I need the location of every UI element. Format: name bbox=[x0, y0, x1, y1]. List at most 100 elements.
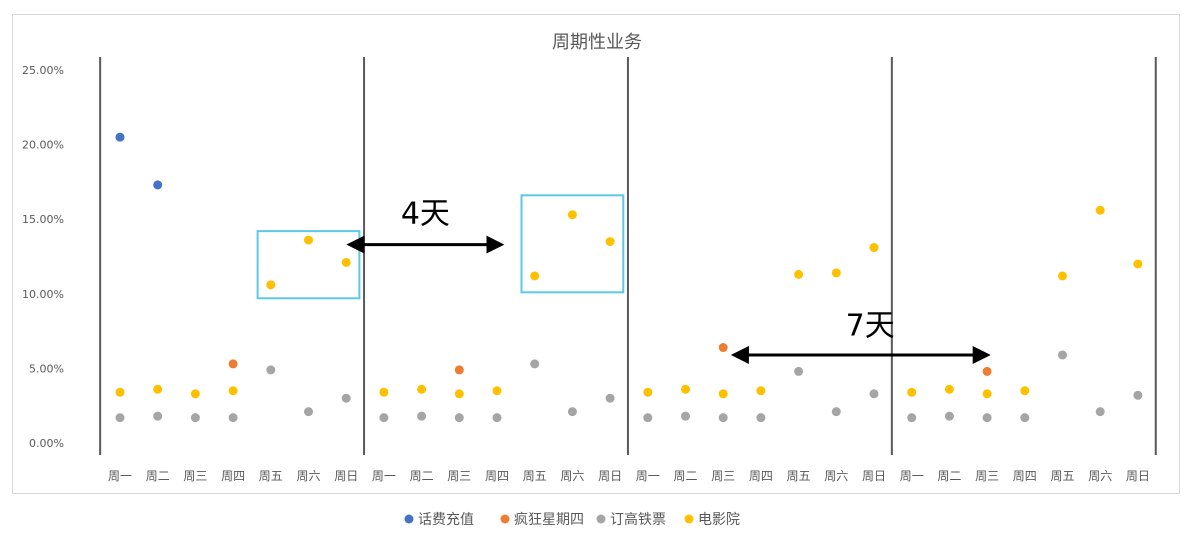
y-tick-label: 20.00% bbox=[22, 139, 64, 152]
data-point bbox=[944, 411, 954, 421]
week-separators bbox=[99, 57, 1157, 455]
data-point bbox=[718, 413, 728, 423]
annotations: 4天 7天 bbox=[346, 197, 991, 364]
x-tick-label: 周三 bbox=[447, 469, 471, 483]
x-tick-label: 周日 bbox=[334, 469, 358, 483]
data-point bbox=[115, 132, 125, 142]
data-point bbox=[982, 366, 992, 376]
annotation-label: 7天 bbox=[846, 309, 895, 344]
x-tick-label: 周五 bbox=[523, 469, 547, 483]
data-point bbox=[454, 365, 464, 375]
data-point bbox=[681, 384, 690, 394]
data-point bbox=[228, 386, 238, 396]
data-point bbox=[454, 389, 464, 399]
data-point bbox=[982, 413, 992, 423]
data-point bbox=[869, 389, 879, 399]
data-point bbox=[417, 384, 427, 394]
data-point bbox=[454, 413, 464, 423]
data-point bbox=[1133, 390, 1143, 400]
data-point bbox=[869, 243, 879, 253]
highlight-box bbox=[256, 230, 361, 300]
legend-label: 电影院 bbox=[698, 512, 740, 528]
data-point bbox=[567, 210, 577, 220]
data-point bbox=[530, 271, 540, 281]
x-tick-label: 周四 bbox=[1013, 469, 1037, 483]
data-point bbox=[643, 413, 653, 423]
data-point bbox=[379, 413, 389, 423]
data-point bbox=[756, 413, 766, 423]
x-tick-label: 周一 bbox=[108, 469, 132, 483]
data-point bbox=[1020, 413, 1030, 423]
x-tick-label: 周一 bbox=[900, 469, 924, 483]
data-point bbox=[944, 384, 954, 394]
data-point bbox=[718, 389, 728, 399]
x-tick-label: 周四 bbox=[749, 469, 773, 483]
data-point bbox=[115, 413, 125, 423]
y-tick-label: 10.00% bbox=[22, 288, 64, 301]
x-tick-label: 周二 bbox=[146, 469, 170, 483]
data-point bbox=[228, 359, 238, 369]
data-point bbox=[266, 280, 276, 290]
data-point bbox=[266, 365, 276, 375]
data-point bbox=[643, 387, 653, 397]
legend-label: 疯狂星期四 bbox=[514, 512, 584, 528]
legend-label: 订高铁票 bbox=[610, 511, 666, 528]
legend-marker bbox=[684, 514, 694, 524]
x-tick-label: 周六 bbox=[560, 469, 584, 483]
data-point bbox=[1058, 271, 1067, 281]
data-point bbox=[907, 413, 917, 423]
data-point bbox=[153, 411, 163, 421]
x-tick-label: 周五 bbox=[787, 469, 811, 483]
legend-label: 话费充值 bbox=[418, 512, 474, 528]
data-point bbox=[190, 389, 200, 399]
x-tick-label: 周三 bbox=[183, 469, 207, 483]
legend-marker bbox=[596, 514, 606, 524]
data-point bbox=[1095, 205, 1105, 215]
x-tick-label: 周五 bbox=[259, 469, 283, 483]
y-tick-label: 15.00% bbox=[22, 213, 64, 226]
data-point bbox=[982, 389, 992, 399]
y-tick-label: 0.00% bbox=[29, 437, 64, 450]
y-axis: 0.00% 5.00% 10.00% 15.00% 20.00% 25.00% bbox=[22, 64, 64, 450]
x-tick-label: 周六 bbox=[296, 469, 320, 483]
x-axis: 周一 周二 周三 周四 周五 周六 周日 周一 周二 周三 周四 周五 周六 周日 周一 周二 周三 周四 周五 周六… bbox=[108, 469, 1150, 483]
x-tick-label: 周日 bbox=[598, 469, 622, 483]
data-point bbox=[681, 411, 690, 421]
x-tick-label: 周五 bbox=[1050, 469, 1074, 483]
x-tick-label: 周四 bbox=[221, 469, 245, 483]
x-tick-label: 周二 bbox=[937, 469, 961, 483]
data-point bbox=[153, 384, 163, 394]
data-point bbox=[341, 257, 351, 267]
legend-marker bbox=[500, 514, 510, 524]
data-point bbox=[1095, 407, 1105, 417]
data-point bbox=[379, 387, 389, 397]
data-point bbox=[115, 387, 125, 397]
data-point bbox=[794, 269, 804, 279]
x-tick-label: 周一 bbox=[636, 469, 660, 483]
chart-title: 周期性业务 bbox=[552, 32, 642, 53]
data-point bbox=[794, 366, 804, 376]
data-point bbox=[341, 393, 351, 403]
data-point bbox=[718, 343, 728, 353]
x-tick-label: 周二 bbox=[673, 469, 697, 483]
data-point bbox=[831, 407, 841, 417]
y-tick-label: 5.00% bbox=[29, 362, 64, 375]
x-tick-label: 周二 bbox=[410, 469, 434, 483]
data-point bbox=[907, 387, 917, 397]
x-tick-label: 周六 bbox=[824, 469, 848, 483]
x-tick-label: 周日 bbox=[862, 469, 886, 483]
y-tick-label: 25.00% bbox=[22, 64, 64, 77]
data-point bbox=[530, 359, 540, 369]
highlight-boxes bbox=[256, 194, 625, 300]
data-point bbox=[605, 237, 615, 247]
x-tick-label: 周一 bbox=[372, 469, 396, 483]
legend: 话费充值 疯狂星期四 订高铁票 电影院 bbox=[404, 511, 740, 528]
annotation-label: 4天 bbox=[401, 197, 450, 232]
data-point bbox=[153, 180, 163, 190]
data-point bbox=[756, 386, 766, 396]
data-point bbox=[417, 411, 427, 421]
data-point bbox=[1133, 259, 1143, 269]
x-tick-label: 周三 bbox=[711, 469, 735, 483]
legend-marker bbox=[404, 514, 414, 524]
